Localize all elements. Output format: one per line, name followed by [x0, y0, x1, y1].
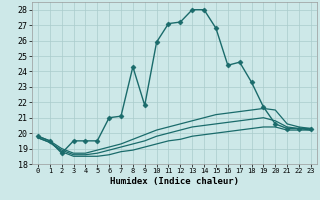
X-axis label: Humidex (Indice chaleur): Humidex (Indice chaleur) [110, 177, 239, 186]
